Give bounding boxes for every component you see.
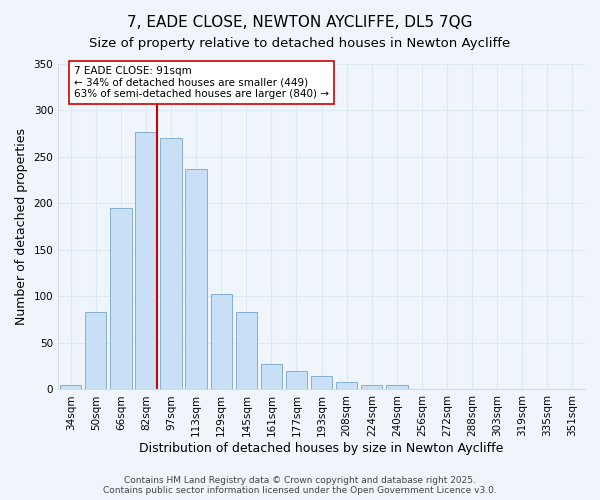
Text: Contains HM Land Registry data © Crown copyright and database right 2025.
Contai: Contains HM Land Registry data © Crown c…: [103, 476, 497, 495]
Bar: [185, 169, 207, 390]
Bar: [261, 364, 282, 390]
Text: 7, EADE CLOSE, NEWTON AYCLIFFE, DL5 7QG: 7, EADE CLOSE, NEWTON AYCLIFFE, DL5 7QG: [127, 15, 473, 30]
Bar: [236, 312, 257, 390]
Bar: [336, 382, 358, 390]
Bar: [361, 385, 382, 390]
Bar: [562, 388, 583, 390]
Bar: [160, 138, 182, 390]
Bar: [386, 385, 407, 390]
Bar: [60, 385, 82, 390]
Bar: [311, 376, 332, 390]
Y-axis label: Number of detached properties: Number of detached properties: [15, 128, 28, 325]
Bar: [286, 371, 307, 390]
Bar: [85, 312, 106, 390]
X-axis label: Distribution of detached houses by size in Newton Aycliffe: Distribution of detached houses by size …: [139, 442, 504, 455]
Text: 7 EADE CLOSE: 91sqm
← 34% of detached houses are smaller (449)
63% of semi-detac: 7 EADE CLOSE: 91sqm ← 34% of detached ho…: [74, 66, 329, 99]
Bar: [110, 208, 131, 390]
Bar: [211, 294, 232, 390]
Text: Size of property relative to detached houses in Newton Aycliffe: Size of property relative to detached ho…: [89, 38, 511, 51]
Bar: [537, 388, 558, 390]
Bar: [136, 132, 157, 390]
Bar: [487, 388, 508, 390]
